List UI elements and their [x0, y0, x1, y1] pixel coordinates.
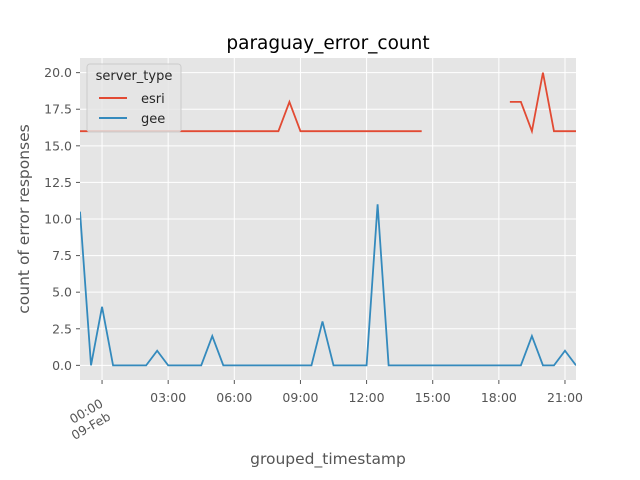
y-tick-label: 15.0 [44, 138, 72, 153]
x-tick-label: 15:00 [415, 390, 451, 405]
x-tick-label: 18:00 [481, 390, 517, 405]
chart-title: paraguay_error_count [226, 33, 429, 54]
legend-label-gee: gee [141, 112, 165, 127]
y-tick-label: 0.0 [52, 358, 72, 373]
legend-box [86, 63, 182, 133]
x-tick-label: 12:00 [349, 390, 385, 405]
y-tick-label: 2.5 [52, 321, 72, 336]
y-tick-label: 7.5 [52, 248, 72, 263]
x-tick-label: 09:00 [282, 390, 318, 405]
tick-labels: 0.02.55.07.510.012.515.017.520.000:0009-… [44, 65, 583, 443]
series-line-gee [80, 204, 576, 367]
series-gee [80, 204, 576, 367]
y-tick-label: 12.5 [44, 175, 72, 190]
legend: server_type esri gee [86, 63, 182, 133]
gridlines [80, 58, 576, 380]
y-axis-label: count of error responses [15, 124, 33, 313]
x-tick-label: 03:00 [150, 390, 186, 405]
x-tick-label: 06:00 [216, 390, 252, 405]
legend-label-esri: esri [141, 92, 165, 107]
y-tick-label: 20.0 [44, 65, 72, 80]
y-tick-label: 17.5 [44, 102, 72, 117]
x-tick-label: 21:00 [547, 390, 583, 405]
series-line-esri [509, 72, 576, 135]
y-tick-label: 10.0 [44, 212, 72, 227]
x-axis-label: grouped_timestamp [250, 450, 406, 469]
y-tick-label: 5.0 [52, 285, 72, 300]
legend-title: server_type [96, 69, 173, 84]
